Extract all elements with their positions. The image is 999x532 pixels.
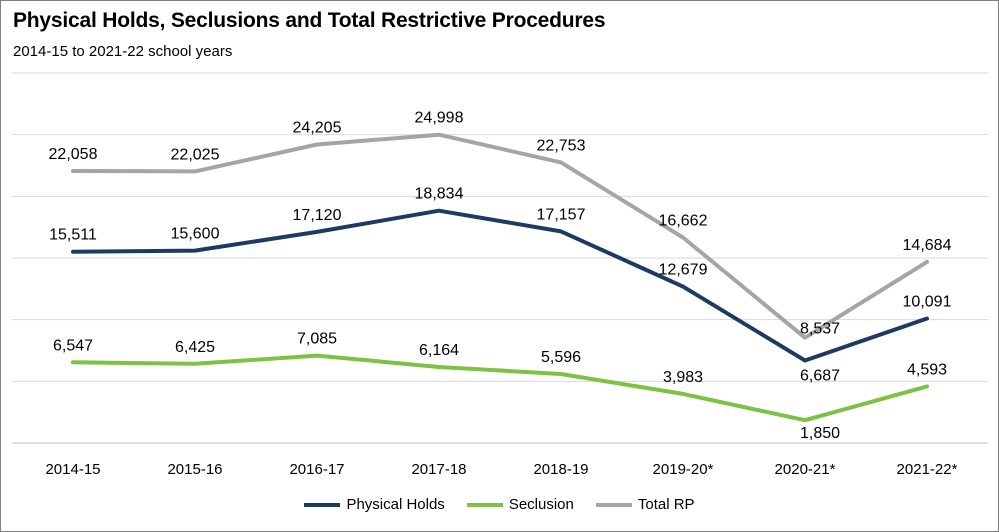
data-label-physical-holds: 12,679: [659, 262, 708, 279]
data-label-seclusion: 6,164: [419, 342, 459, 359]
legend-label-seclusion: Seclusion: [508, 496, 574, 513]
legend: Physical Holds Seclusion Total RP: [0, 496, 999, 513]
data-label-physical-holds: 18,834: [415, 186, 464, 203]
legend-label-total-rp: Total RP: [637, 496, 695, 513]
x-tick-label: 2021-22*: [897, 461, 958, 478]
data-label-seclusion: 4,593: [907, 361, 947, 378]
data-label-seclusion: 6,547: [53, 337, 93, 354]
data-label-seclusion: 5,596: [541, 349, 581, 366]
x-tick-label: 2018-19: [533, 461, 588, 478]
data-label-physical-holds: 15,511: [49, 227, 97, 244]
legend-item-seclusion: Seclusion: [466, 496, 574, 513]
legend-label-physical-holds: Physical Holds: [346, 496, 445, 513]
data-label-seclusion: 3,983: [663, 369, 703, 386]
data-label-physical-holds: 17,157: [537, 206, 586, 223]
data-label-total-rp: 24,998: [415, 110, 464, 127]
chart-title: Physical Holds, Seclusions and Total Res…: [13, 9, 606, 32]
data-label-total-rp: 16,662: [659, 213, 708, 230]
x-tick-label: 2016-17: [289, 461, 344, 478]
x-tick-label: 2014-15: [45, 461, 100, 478]
data-label-seclusion: 7,085: [297, 331, 337, 348]
data-label-physical-holds: 6,687: [800, 368, 840, 385]
data-label-total-rp: 22,058: [49, 146, 98, 163]
data-label-total-rp: 24,205: [293, 119, 342, 136]
legend-item-physical-holds: Physical Holds: [304, 496, 445, 513]
chart-subtitle: 2014-15 to 2021-22 school years: [13, 43, 233, 60]
data-label-total-rp: 14,684: [903, 237, 952, 254]
legend-item-total-rp: Total RP: [595, 496, 695, 513]
legend-swatch-seclusion: [466, 502, 503, 507]
legend-swatch-physical-holds: [304, 502, 341, 507]
data-label-seclusion: 6,425: [175, 339, 215, 356]
series-line-physical-holds: [71, 208, 929, 363]
series-line-total-rp: [71, 132, 929, 340]
data-label-seclusion: 1,850: [800, 425, 840, 442]
data-label-total-rp: 8,537: [800, 321, 840, 338]
x-tick-label: 2019-20*: [653, 461, 714, 478]
data-label-physical-holds: 17,120: [293, 207, 342, 224]
x-tick-label: 2020-21*: [775, 461, 836, 478]
data-label-total-rp: 22,753: [537, 137, 586, 154]
x-tick-label: 2017-18: [411, 461, 466, 478]
legend-swatch-total-rp: [595, 502, 632, 507]
series-line-seclusion: [71, 353, 929, 423]
data-label-total-rp: 22,025: [171, 146, 220, 163]
data-label-physical-holds: 10,091: [903, 294, 952, 311]
data-label-physical-holds: 15,600: [171, 226, 220, 243]
x-tick-label: 2015-16: [167, 461, 222, 478]
